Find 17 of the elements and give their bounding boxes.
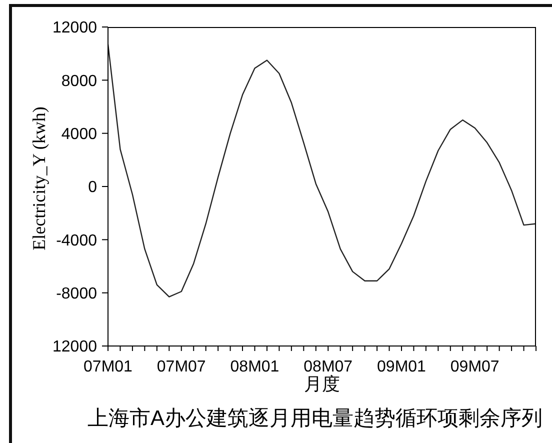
x-tick-label: 09M07: [450, 358, 500, 376]
line-series: [108, 44, 536, 298]
y-axis-title: Electricity_Y (kwh): [29, 106, 49, 250]
y-tick-label: 4000: [61, 126, 98, 144]
y-tick-label: -8000: [56, 286, 98, 303]
y-tick-label: 12000: [52, 20, 98, 37]
y-tick-label: 12000: [52, 338, 98, 356]
x-tick-label: 07M01: [84, 358, 133, 376]
y-tick-label: 8000: [61, 72, 98, 90]
x-tick-label: 07M07: [156, 358, 206, 376]
text: 上海市A办公建筑逐月用电量趋势循环项剩余序列: [86, 406, 544, 432]
x-tick-label: 08M01: [230, 358, 280, 376]
y-tick-label: -4000: [56, 232, 98, 250]
x-tick-label: 08M07: [304, 358, 353, 376]
x-tick-label: 09M01: [377, 358, 426, 376]
y-tick-label: 0: [88, 179, 98, 196]
x-axis-title: 月度: [304, 374, 340, 394]
